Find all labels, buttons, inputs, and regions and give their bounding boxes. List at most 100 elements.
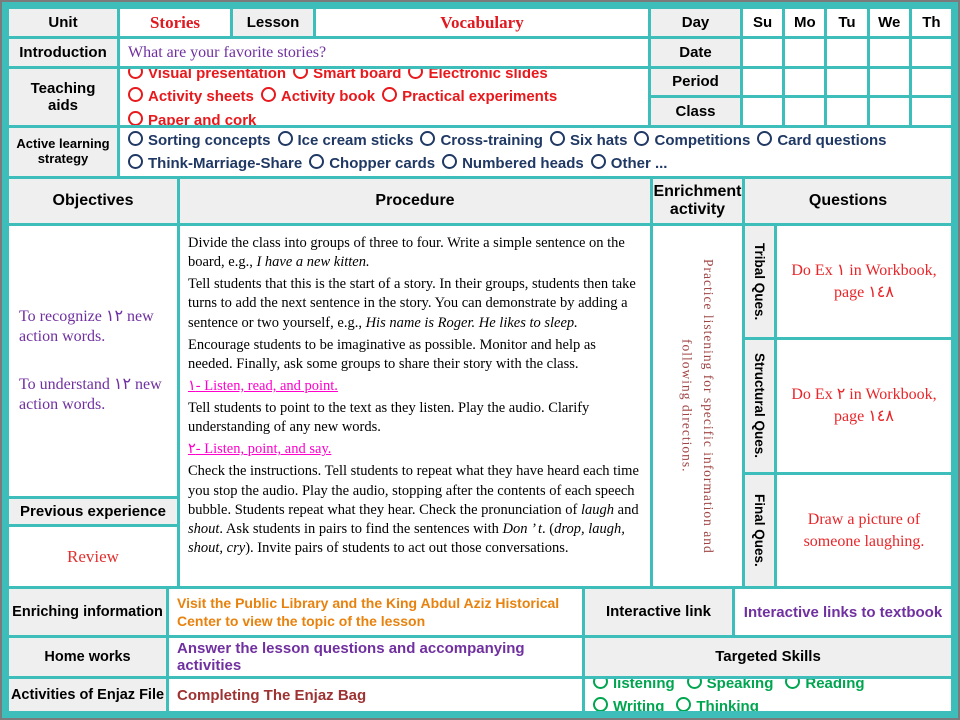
top-section: Unit Stories Lesson Vocabulary Introduct…: [9, 9, 951, 125]
structural-ques-label: Structural Ques.: [745, 340, 774, 472]
option-practical-experiments[interactable]: Practical experiments: [382, 85, 557, 108]
option-smart-board[interactable]: Smart board: [293, 69, 401, 85]
enrichment-activity-cell: Practice listening for specific informat…: [653, 226, 742, 586]
procedure-paragraph: Tell students that this is the start of …: [188, 276, 636, 331]
day-mo: Mo: [785, 9, 825, 36]
option-competitions[interactable]: Competitions: [634, 129, 750, 152]
option-listening[interactable]: listening: [593, 679, 675, 695]
day-th: Th: [911, 9, 951, 36]
main-body: To recognize ١٢ new action words. To und…: [9, 226, 951, 586]
option-paper-and-cork[interactable]: Paper and cork: [128, 109, 256, 125]
interactive-link-value[interactable]: Interactive links to textbook: [735, 589, 951, 635]
introduction-value: What are your favorite stories?: [120, 39, 648, 66]
option-other[interactable]: Other ...: [591, 152, 668, 175]
option-sorting-concepts[interactable]: Sorting concepts: [128, 129, 271, 152]
interactive-link-label: Interactive link: [585, 589, 732, 635]
unit-value: Stories: [120, 9, 230, 36]
schedule-cell-period[interactable]: [869, 69, 909, 95]
option-numbered-heads[interactable]: Numbered heads: [442, 152, 584, 175]
schedule-cell-date[interactable]: [743, 39, 783, 66]
home-works-label: Home works: [9, 638, 166, 676]
option-card-questions[interactable]: Card questions: [757, 129, 886, 152]
procedure-paragraph: Divide the class into groups of three to…: [188, 235, 625, 271]
day-su: Su: [743, 9, 783, 36]
option-cross-training[interactable]: Cross-training: [420, 129, 543, 152]
targeted-skills-options: listening Speaking Reading Writing Think…: [585, 679, 951, 711]
schedule-cell-period[interactable]: [743, 69, 783, 95]
enrichment-header: Enrichment activity: [653, 179, 742, 223]
option-activity-book[interactable]: Activity book: [261, 85, 375, 108]
home-works-row: Home works Answer the lesson questions a…: [9, 638, 951, 676]
schedule-cell-class[interactable]: [827, 98, 867, 125]
date-label: Date: [651, 39, 740, 66]
schedule-cell-date[interactable]: [911, 39, 951, 66]
procedure-header: Procedure: [180, 179, 650, 223]
questions-header: Questions: [745, 179, 951, 223]
period-label: Period: [651, 69, 740, 95]
option-six-hats[interactable]: Six hats: [550, 129, 628, 152]
final-ques-label-text: Final Ques.: [752, 494, 767, 567]
unit-label: Unit: [9, 9, 117, 36]
objectives-header: Objectives: [9, 179, 177, 223]
day-we: We: [869, 9, 909, 36]
lesson-plan-table: Unit Stories Lesson Vocabulary Introduct…: [9, 9, 951, 711]
enriching-information-row: Enriching information Visit the Public L…: [9, 589, 951, 635]
structural-questions-row: Structural Ques. Do Ex ٢ in Workbook, pa…: [745, 340, 951, 472]
schedule-cell-class[interactable]: [869, 98, 909, 125]
tribal-questions-row: Tribal Ques. Do Ex ١ in Workbook, page ١…: [745, 226, 951, 337]
enriching-information-value: Visit the Public Library and the King Ab…: [169, 589, 582, 635]
schedule-cell-period[interactable]: [827, 69, 867, 95]
option-electronic-slides[interactable]: Electronic slides: [408, 69, 547, 85]
lesson-value: Vocabulary: [316, 9, 648, 36]
targeted-skills-label: Targeted Skills: [585, 638, 951, 676]
day-label: Day: [651, 9, 740, 36]
schedule-cell-period[interactable]: [785, 69, 825, 95]
schedule-cell-date[interactable]: [785, 39, 825, 66]
schedule-cell-period[interactable]: [911, 69, 951, 95]
option-think-marriage-share[interactable]: Think-Marriage-Share: [128, 152, 302, 175]
strategy-row: Active learning strategy Sorting concept…: [9, 128, 951, 176]
enjaz-file-value: Completing The Enjaz Bag: [169, 679, 582, 711]
schedule-grid: Day Su Mo Tu We Th Date Period Class: [651, 9, 951, 125]
objective-2: To understand ١٢ new action words.: [19, 376, 162, 413]
lesson-label: Lesson: [233, 9, 313, 36]
schedule-cell-class[interactable]: [911, 98, 951, 125]
structural-ques-text: Do Ex ٢ in Workbook, page ١٤٨: [777, 340, 951, 472]
procedure-paragraph: ١- Listen, read, and point.: [188, 377, 338, 394]
option-ice-cream-sticks[interactable]: Ice cream sticks: [278, 129, 414, 152]
teaching-aids-label: Teaching aids: [9, 69, 117, 125]
top-left-section: Unit Stories Lesson Vocabulary Introduct…: [9, 9, 648, 125]
schedule-cell-date[interactable]: [869, 39, 909, 66]
day-tu: Tu: [827, 9, 867, 36]
option-activity-sheets[interactable]: Activity sheets: [128, 85, 254, 108]
main-header-row: Objectives Procedure Enrichment activity…: [9, 179, 951, 223]
option-writing[interactable]: Writing: [593, 695, 664, 711]
option-visual-presentation[interactable]: Visual presentation: [128, 69, 286, 85]
procedure-paragraph: Tell students to point to the text as th…: [188, 400, 590, 436]
option-speaking[interactable]: Speaking: [687, 679, 774, 695]
teaching-aids-row: Teaching aids Visual presentation Smart …: [9, 69, 648, 125]
final-questions-row: Final Ques. Draw a picture of someone la…: [745, 475, 951, 586]
option-thinking[interactable]: Thinking: [676, 695, 759, 711]
enriching-information-label: Enriching information: [9, 589, 166, 635]
tribal-ques-label: Tribal Ques.: [745, 226, 774, 337]
schedule-cell-date[interactable]: [827, 39, 867, 66]
option-reading[interactable]: Reading: [785, 679, 864, 695]
introduction-row: Introduction What are your favorite stor…: [9, 39, 648, 66]
option-chopper-cards[interactable]: Chopper cards: [309, 152, 435, 175]
final-ques-text: Draw a picture of someone laughing.: [777, 475, 951, 586]
tribal-ques-text: Do Ex ١ in Workbook, page ١٤٨: [777, 226, 951, 337]
objectives-text: To recognize ١٢ new action words. To und…: [9, 226, 177, 496]
schedule-cell-class[interactable]: [743, 98, 783, 125]
structural-ques-label-text: Structural Ques.: [752, 353, 767, 459]
questions-column: Tribal Ques. Do Ex ١ in Workbook, page ١…: [745, 226, 951, 586]
procedure-paragraph: Encourage students to be imaginative as …: [188, 336, 596, 372]
previous-experience-value: Review: [9, 527, 177, 586]
home-works-value: Answer the lesson questions and accompan…: [169, 638, 582, 676]
procedure-paragraph: Check the instructions. Tell students to…: [188, 463, 639, 556]
schedule-cell-class[interactable]: [785, 98, 825, 125]
procedure-text: Divide the class into groups of three to…: [180, 226, 650, 586]
tribal-ques-label-text: Tribal Ques.: [752, 242, 767, 321]
